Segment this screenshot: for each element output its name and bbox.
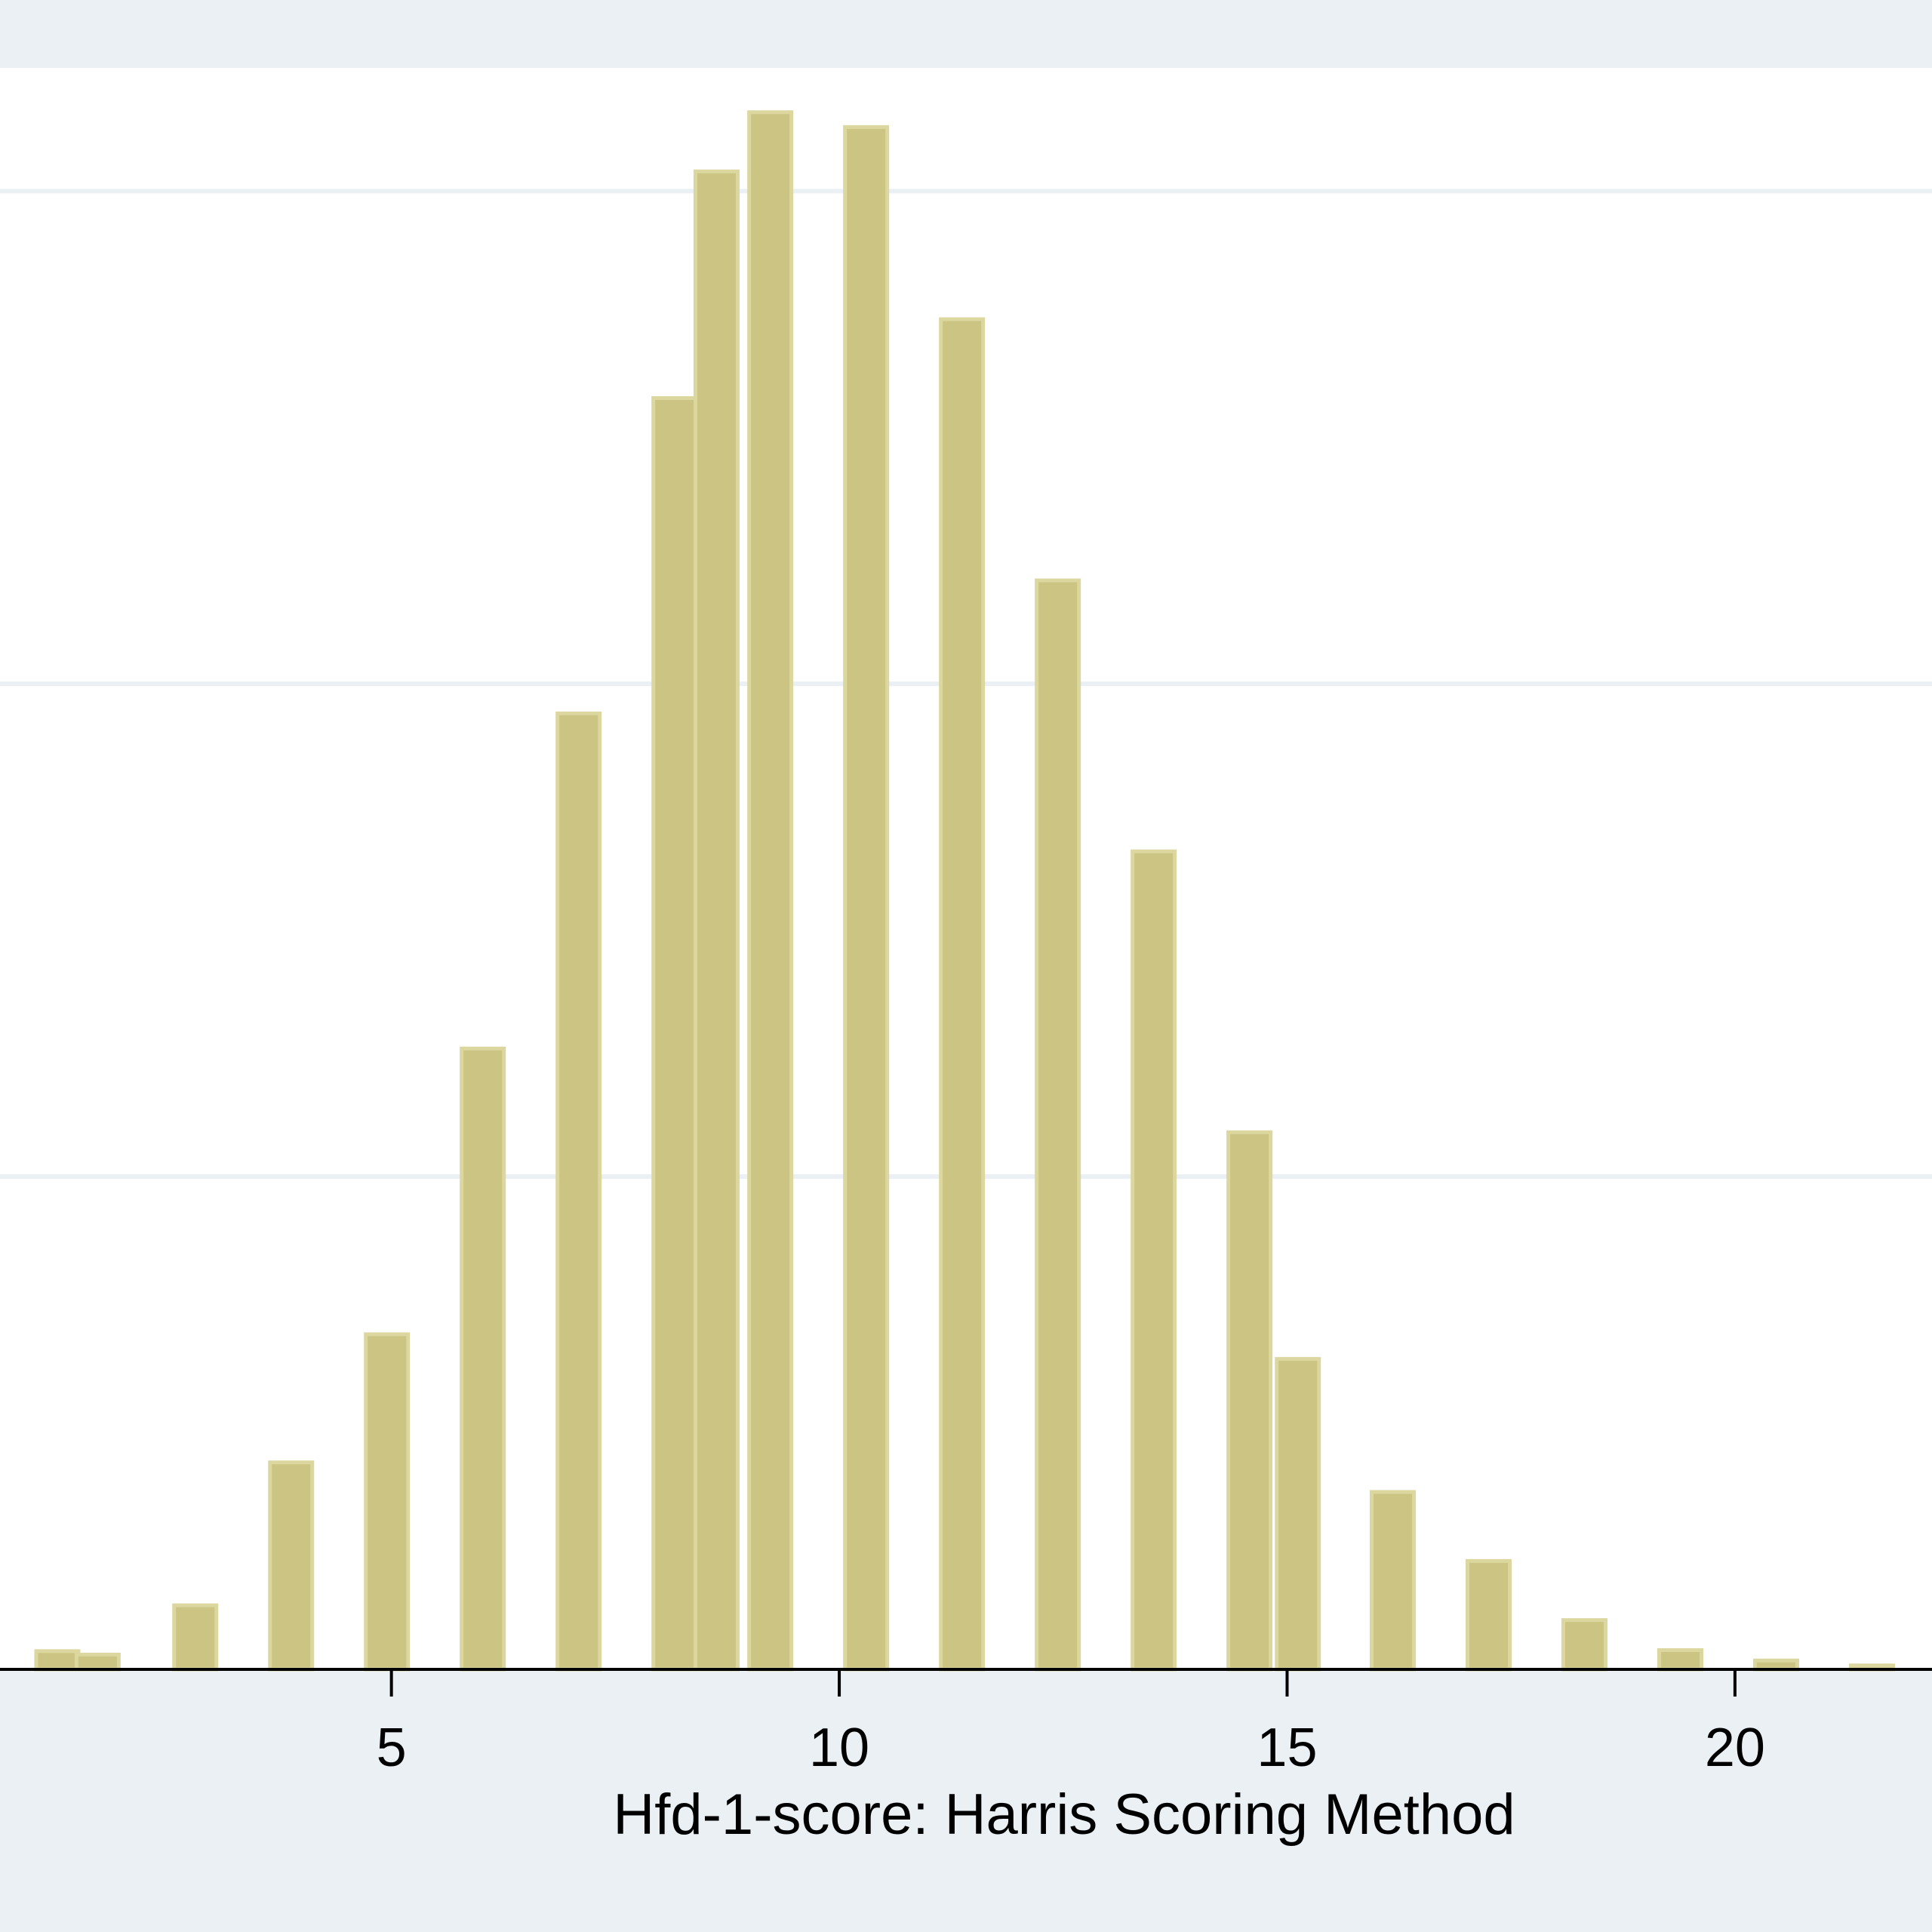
bar-7 — [555, 711, 602, 1672]
bar-11 — [843, 125, 890, 1672]
bar-4 — [268, 1460, 315, 1672]
bar-16 — [1275, 1357, 1321, 1672]
bar-2 — [74, 1652, 121, 1672]
x-tick-label-20: 20 — [1705, 1718, 1765, 1778]
bar-5 — [364, 1332, 411, 1672]
bar-13 — [1035, 578, 1081, 1672]
bar-20 — [1657, 1648, 1703, 1672]
bar-1 — [34, 1649, 81, 1672]
bar-6 — [460, 1046, 506, 1672]
x-axis-title: Hfd-1-score: Harris Scoring Method — [613, 1783, 1515, 1847]
bar-12 — [939, 317, 986, 1672]
bar-19 — [1561, 1618, 1608, 1672]
x-axis-ticks: 5 10 15 20 — [377, 1669, 1765, 1778]
bar-18 — [1466, 1558, 1512, 1672]
bar-10 — [747, 110, 794, 1672]
bar-14 — [1131, 849, 1177, 1672]
x-tick-label-15: 15 — [1257, 1718, 1317, 1778]
bar-17 — [1370, 1490, 1417, 1672]
bar-9 — [693, 169, 740, 1672]
bar-15 — [1226, 1130, 1273, 1672]
x-tick-label-10: 10 — [809, 1718, 869, 1778]
x-tick-label-5: 5 — [377, 1718, 407, 1778]
bars — [34, 110, 1895, 1672]
bar-3 — [172, 1603, 219, 1672]
bar-8 — [651, 395, 698, 1672]
